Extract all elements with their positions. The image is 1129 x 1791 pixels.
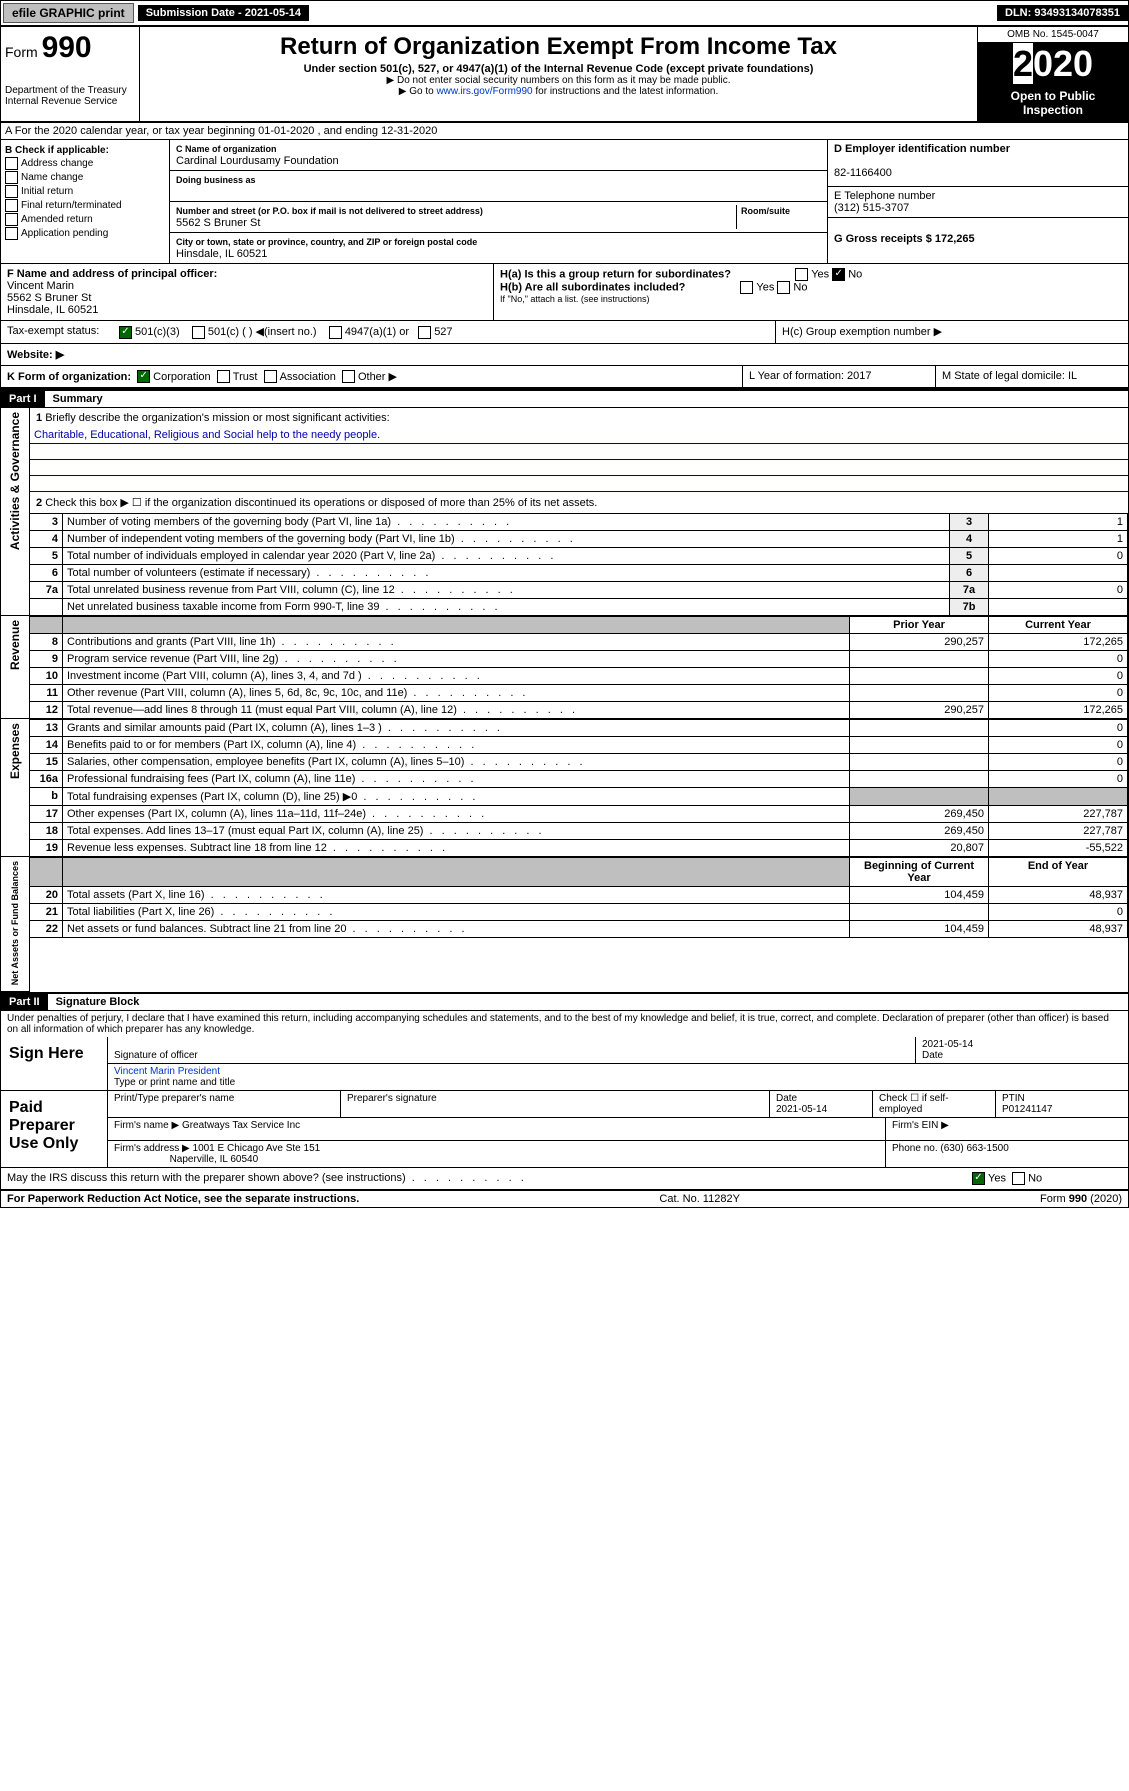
cb-pending[interactable]: Application pending xyxy=(5,227,165,240)
cb-name[interactable]: Name change xyxy=(5,171,165,184)
topbar: efile GRAPHIC print Submission Date - 20… xyxy=(1,1,1128,27)
d-label: D Employer identification number xyxy=(834,143,1010,155)
officer-city: Hinsdale, IL 60521 xyxy=(7,304,98,316)
firm-phone: Phone no. (630) 663-1500 xyxy=(885,1141,1128,1167)
paid-preparer: Paid Preparer Use Only xyxy=(1,1091,107,1167)
cb-address[interactable]: Address change xyxy=(5,157,165,170)
sig-date: 2021-05-14 xyxy=(922,1039,973,1050)
firm-city: Naperville, IL 60540 xyxy=(170,1154,259,1165)
cb-final[interactable]: Final return/terminated xyxy=(5,199,165,212)
tax-status: ✓501(c)(3) 501(c) ( ) ◀(insert no.) 4947… xyxy=(113,321,775,343)
sign-here: Sign Here xyxy=(1,1037,107,1090)
street: 5562 S Bruner St xyxy=(176,217,260,229)
omb: OMB No. 1545-0047 xyxy=(978,27,1128,43)
discuss: May the IRS discuss this return with the… xyxy=(1,1168,966,1189)
h-b: H(b) Are all subordinates included? Yes … xyxy=(500,281,1122,294)
h-c: H(c) Group exemption number ▶ xyxy=(775,321,1128,343)
date-label: Date xyxy=(922,1050,943,1061)
addr-label: Number and street (or P.O. box if mail i… xyxy=(176,206,483,216)
website-label: Website: ▶ xyxy=(7,349,64,361)
room-label: Room/suite xyxy=(741,206,790,216)
sig-officer-label: Signature of officer xyxy=(114,1050,198,1061)
open-inspection: Open to Public Inspection xyxy=(978,85,1128,121)
psig-label: Preparer's signature xyxy=(347,1093,437,1104)
dba-label: Doing business as xyxy=(176,175,256,185)
type-label: Type or print name and title xyxy=(114,1077,235,1088)
form-title: Return of Organization Exempt From Incom… xyxy=(144,33,973,61)
side-activities: Activities & Governance xyxy=(8,412,22,550)
city: Hinsdale, IL 60521 xyxy=(176,248,267,260)
officer-name: Vincent Marin xyxy=(7,280,74,292)
side-expenses: Expenses xyxy=(8,723,22,779)
tax-year: 2020 xyxy=(978,43,1128,85)
h-b-note: If "No," attach a list. (see instruction… xyxy=(500,294,1122,304)
firm-ein: Firm's EIN ▶ xyxy=(885,1118,1128,1141)
irs: Internal Revenue Service xyxy=(5,96,135,107)
ptin-label: PTIN xyxy=(1002,1093,1025,1104)
pname-label: Print/Type preparer's name xyxy=(114,1093,234,1104)
form-number: Form 990 xyxy=(5,31,135,65)
line-a: A For the 2020 calendar year, or tax yea… xyxy=(1,123,1128,140)
footer: For Paperwork Reduction Act Notice, see … xyxy=(1,1190,1128,1207)
officer-printed[interactable]: Vincent Marin President xyxy=(114,1066,220,1077)
f-label: F Name and address of principal officer: xyxy=(7,268,217,280)
note2: ▶ Go to www.irs.gov/Form990 for instruct… xyxy=(144,86,973,97)
declaration: Under penalties of perjury, I declare th… xyxy=(1,1011,1128,1037)
year-formation: L Year of formation: 2017 xyxy=(742,366,935,388)
irs-link[interactable]: www.irs.gov/Form990 xyxy=(436,86,532,97)
firm-name: Firm's name ▶ Greatways Tax Service Inc xyxy=(107,1118,885,1141)
ptin-val: P01241147 xyxy=(1002,1104,1052,1115)
discuss-no: No xyxy=(1028,1173,1042,1185)
gross-receipts: G Gross receipts $ 172,265 xyxy=(834,233,975,245)
part1-header: Part ISummary xyxy=(1,389,1128,408)
b-title: B Check if applicable: xyxy=(5,145,165,156)
k-form-org: K Form of organization: ✓Corporation Tru… xyxy=(1,366,742,388)
phone: (312) 515-3707 xyxy=(834,202,909,214)
dept: Department of the Treasury xyxy=(5,85,135,96)
ein: 82-1166400 xyxy=(834,167,892,179)
pdate-val: 2021-05-14 xyxy=(776,1104,827,1115)
part2-header: Part IISignature Block xyxy=(1,992,1128,1011)
pcheck: Check ☐ if self-employed xyxy=(879,1093,949,1115)
cb-initial[interactable]: Initial return xyxy=(5,185,165,198)
efile-button[interactable]: efile GRAPHIC print xyxy=(3,3,134,23)
firm-addr: Firm's address ▶ 1001 E Chicago Ave Ste … xyxy=(114,1143,320,1154)
pdate-label: Date xyxy=(776,1093,797,1104)
officer-addr: 5562 S Bruner St xyxy=(7,292,91,304)
dln: DLN: 93493134078351 xyxy=(997,5,1128,21)
side-net: Net Assets or Fund Balances xyxy=(10,861,20,985)
i-label: Tax-exempt status: xyxy=(1,321,113,343)
org-name: Cardinal Lourdusamy Foundation xyxy=(176,155,339,167)
section-b: B Check if applicable: Address change Na… xyxy=(1,140,170,263)
e-label: E Telephone number xyxy=(834,190,935,202)
submission-date: Submission Date - 2021-05-14 xyxy=(138,5,309,21)
side-revenue: Revenue xyxy=(8,620,22,670)
city-label: City or town, state or province, country… xyxy=(176,237,477,247)
l2: Check this box ▶ ☐ if the organization d… xyxy=(45,497,597,509)
form-header: Form 990 Department of the Treasury Inte… xyxy=(1,27,1128,123)
state-domicile: M State of legal domicile: IL xyxy=(935,366,1128,388)
discuss-yes: Yes xyxy=(988,1173,1006,1185)
subtitle: Under section 501(c), 527, or 4947(a)(1)… xyxy=(144,63,973,75)
h-a: H(a) Is this a group return for subordin… xyxy=(500,268,1122,281)
c-name-label: C Name of organization xyxy=(176,144,277,154)
cb-amended[interactable]: Amended return xyxy=(5,213,165,226)
note1: ▶ Do not enter social security numbers o… xyxy=(144,75,973,86)
l1: Briefly describe the organization's miss… xyxy=(45,412,389,424)
mission: Charitable, Educational, Religious and S… xyxy=(30,428,1128,444)
